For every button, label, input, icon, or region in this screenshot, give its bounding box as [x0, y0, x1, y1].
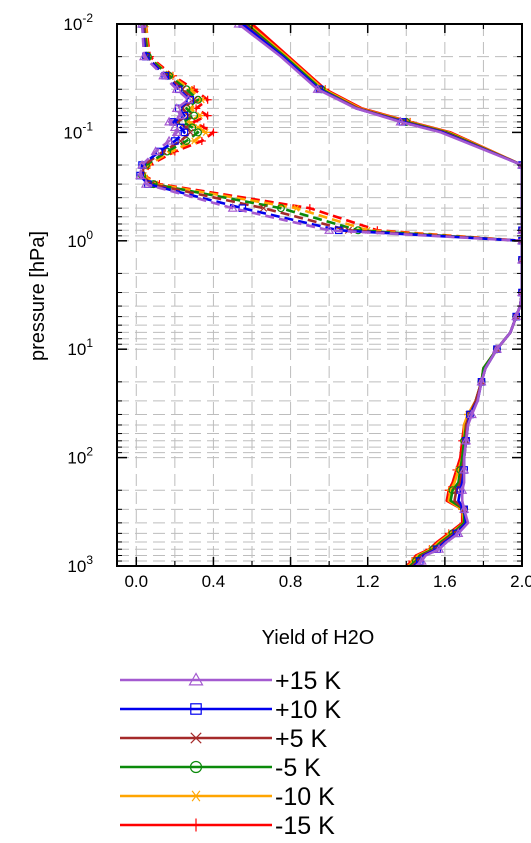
triangle-marker	[395, 116, 406, 126]
triangle-marker	[324, 225, 335, 234]
triangle-marker	[466, 409, 477, 419]
x-tick-label: 1.6	[433, 572, 457, 591]
legend-label: +15 K	[275, 667, 341, 695]
plus-marker	[197, 136, 206, 145]
legend-label: +10 K	[275, 696, 341, 724]
plus-marker	[203, 111, 212, 120]
triangle-marker	[491, 343, 502, 353]
triangle-marker	[453, 528, 464, 537]
legend-label: +5 K	[275, 725, 327, 753]
triangle-marker	[135, 170, 146, 180]
triangle-marker	[188, 672, 204, 686]
legend: +15 K+10 K+5 K-5 K-10 K-15 K	[120, 667, 341, 840]
triangle-marker	[175, 110, 186, 120]
circle-marker	[182, 136, 191, 145]
series-line-solid	[237, 24, 522, 566]
triangle-marker	[171, 127, 182, 136]
triangle-marker	[416, 555, 427, 565]
triangle-marker	[171, 103, 182, 112]
series-line-dashed	[142, 24, 522, 243]
circle-marker	[276, 204, 285, 213]
triangle-marker	[171, 84, 182, 93]
x-marker	[518, 226, 522, 234]
asterisk-marker	[189, 790, 203, 802]
y-tick-label: 10-1	[63, 119, 93, 142]
x-marker	[259, 204, 268, 212]
plus-marker	[209, 128, 218, 137]
triangle-marker	[233, 24, 244, 28]
x-tick-label: 0.8	[279, 572, 303, 591]
triangle-marker	[459, 504, 470, 513]
triangle-marker	[140, 178, 151, 188]
circle-marker	[194, 128, 203, 137]
triangle-marker	[164, 116, 175, 126]
triangle-marker	[158, 70, 169, 80]
triangle-marker	[457, 485, 468, 494]
triangle-marker	[137, 159, 148, 169]
x-tick-label: 2.0	[510, 572, 531, 591]
triangle-marker	[434, 543, 445, 553]
plot-frame	[116, 23, 523, 567]
legend-label: -10 K	[275, 783, 335, 811]
x-marker	[518, 288, 522, 297]
y-tick-label: 103	[67, 553, 93, 576]
y-tick-label: 10-2	[63, 11, 93, 34]
triangle-marker	[476, 376, 487, 386]
triangle-marker	[183, 94, 194, 104]
triangle-marker	[459, 464, 470, 474]
triangle-marker	[150, 146, 161, 156]
triangle-marker	[137, 24, 148, 28]
triangle-marker	[516, 254, 522, 264]
x-tick-label: 0.0	[124, 572, 148, 591]
circle-marker	[190, 111, 199, 120]
asterisk-marker	[190, 137, 199, 145]
x-axis-title: Yield of H2O	[262, 627, 375, 649]
x-marker	[518, 237, 522, 245]
asterisk-marker	[292, 204, 301, 212]
plot-area	[135, 24, 522, 566]
y-tick-label: 101	[67, 336, 93, 359]
triangle-marker	[461, 435, 472, 445]
legend-label: -15 K	[275, 812, 335, 840]
y-tick-label: 102	[67, 445, 93, 468]
legend-label: -5 K	[275, 754, 321, 782]
plus-marker	[189, 818, 203, 832]
x-marker	[184, 111, 192, 120]
circle-marker	[189, 760, 203, 774]
x-tick-label: 0.4	[202, 572, 226, 591]
y-axis-title: pressure [hPa]	[27, 231, 49, 361]
plus-marker	[305, 204, 314, 213]
triangle-marker	[227, 202, 238, 212]
x-marker	[190, 732, 202, 744]
triangle-marker	[169, 122, 180, 132]
triangle-marker	[312, 84, 323, 93]
x-tick-label: 1.2	[356, 572, 380, 591]
y-tick-label: 100	[67, 228, 93, 251]
triangle-marker	[138, 51, 150, 61]
x-marker	[518, 256, 522, 264]
axes: 0.0 0.4 0.8 1.2 1.6 2.0 10-2 10-1 100 101 102 103	[63, 11, 531, 591]
square-marker	[180, 128, 189, 137]
asterisk-marker	[201, 128, 210, 136]
triangle-marker	[164, 135, 175, 145]
square-marker	[190, 703, 202, 715]
